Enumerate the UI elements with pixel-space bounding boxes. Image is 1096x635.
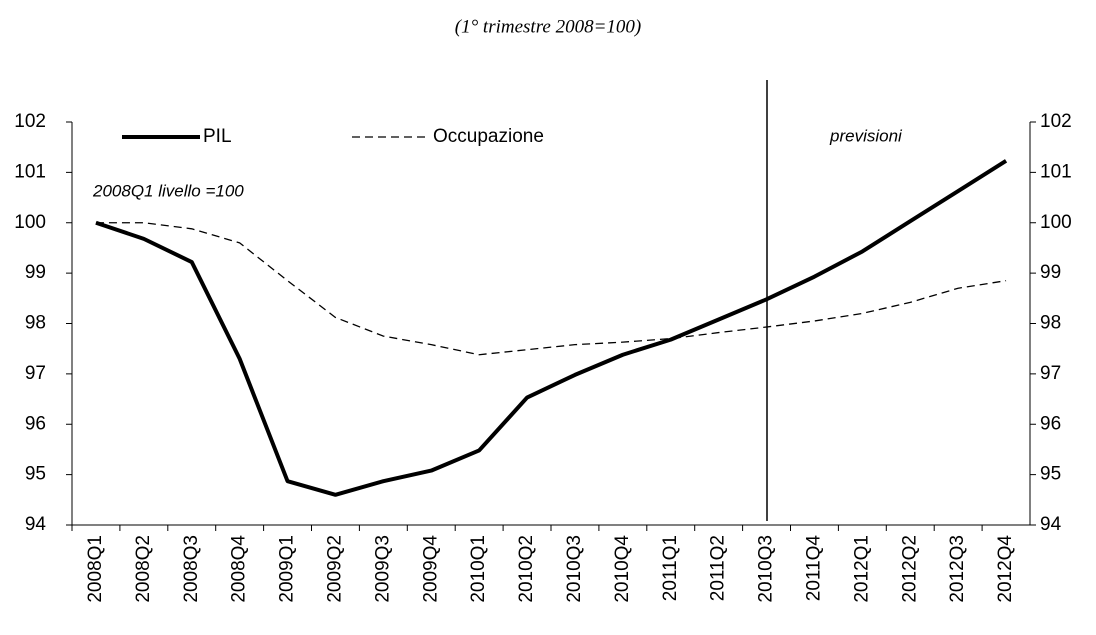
x-tick-label: 2009Q3 (372, 535, 393, 603)
y2-tick-label: 101 (1040, 161, 1072, 182)
legend-label: Occupazione (433, 126, 544, 147)
x-tick-label: 2012Q4 (995, 535, 1016, 603)
x-tick-label: 2009Q2 (324, 535, 345, 603)
x-tick-label: 2010Q4 (612, 535, 633, 603)
series-line (95, 222, 1007, 356)
x-tick-label: 2011Q1 (660, 535, 681, 601)
y-tick-label: 97 (25, 363, 46, 384)
y2-tick-label: 99 (1040, 262, 1061, 283)
x-tick-label: 2011Q2 (708, 535, 729, 601)
x-tick-label: 2010Q2 (516, 535, 537, 603)
x-tick-label: 2012Q1 (851, 535, 872, 603)
y-tick-label: 94 (25, 514, 47, 535)
series-line (95, 159, 1008, 497)
annotation: previsioni (829, 126, 903, 145)
x-tick-label: 2010Q3 (564, 535, 585, 603)
x-tick-label: 2009Q1 (277, 535, 298, 603)
y-tick-label: 100 (14, 212, 46, 233)
x-tick-label: 2010Q1 (468, 535, 489, 603)
y-tick-label: 99 (25, 262, 46, 283)
y2-tick-label: 100 (1040, 212, 1072, 233)
y-tick-label: 95 (25, 464, 46, 485)
x-tick-label: 2008Q2 (133, 535, 154, 603)
y2-tick-label: 94 (1040, 514, 1062, 535)
y2-tick-label: 98 (1040, 313, 1061, 334)
x-tick-label: 2008Q3 (181, 535, 202, 603)
x-tick-label: 2012Q3 (947, 535, 968, 603)
y2-tick-label: 96 (1040, 413, 1061, 434)
annotation: 2008Q1 livello =100 (92, 181, 244, 200)
x-tick-label: 2010Q3 (756, 535, 777, 603)
y-tick-label: 101 (14, 161, 46, 182)
y-tick-label: 98 (25, 313, 46, 334)
y2-tick-label: 97 (1040, 363, 1061, 384)
x-tick-label: 2012Q2 (899, 535, 920, 603)
y-tick-label: 102 (14, 111, 46, 132)
x-tick-label: 2009Q4 (420, 535, 441, 603)
legend-label: PIL (203, 126, 232, 147)
chart-title: (1° trimestre 2008=100) (455, 16, 641, 37)
y2-tick-label: 95 (1040, 464, 1061, 485)
y2-tick-label: 102 (1040, 111, 1072, 132)
x-tick-label: 2008Q4 (229, 535, 250, 603)
x-tick-label: 2011Q4 (803, 535, 824, 602)
x-tick-label: 2008Q1 (85, 535, 106, 603)
y-tick-label: 96 (25, 413, 46, 434)
